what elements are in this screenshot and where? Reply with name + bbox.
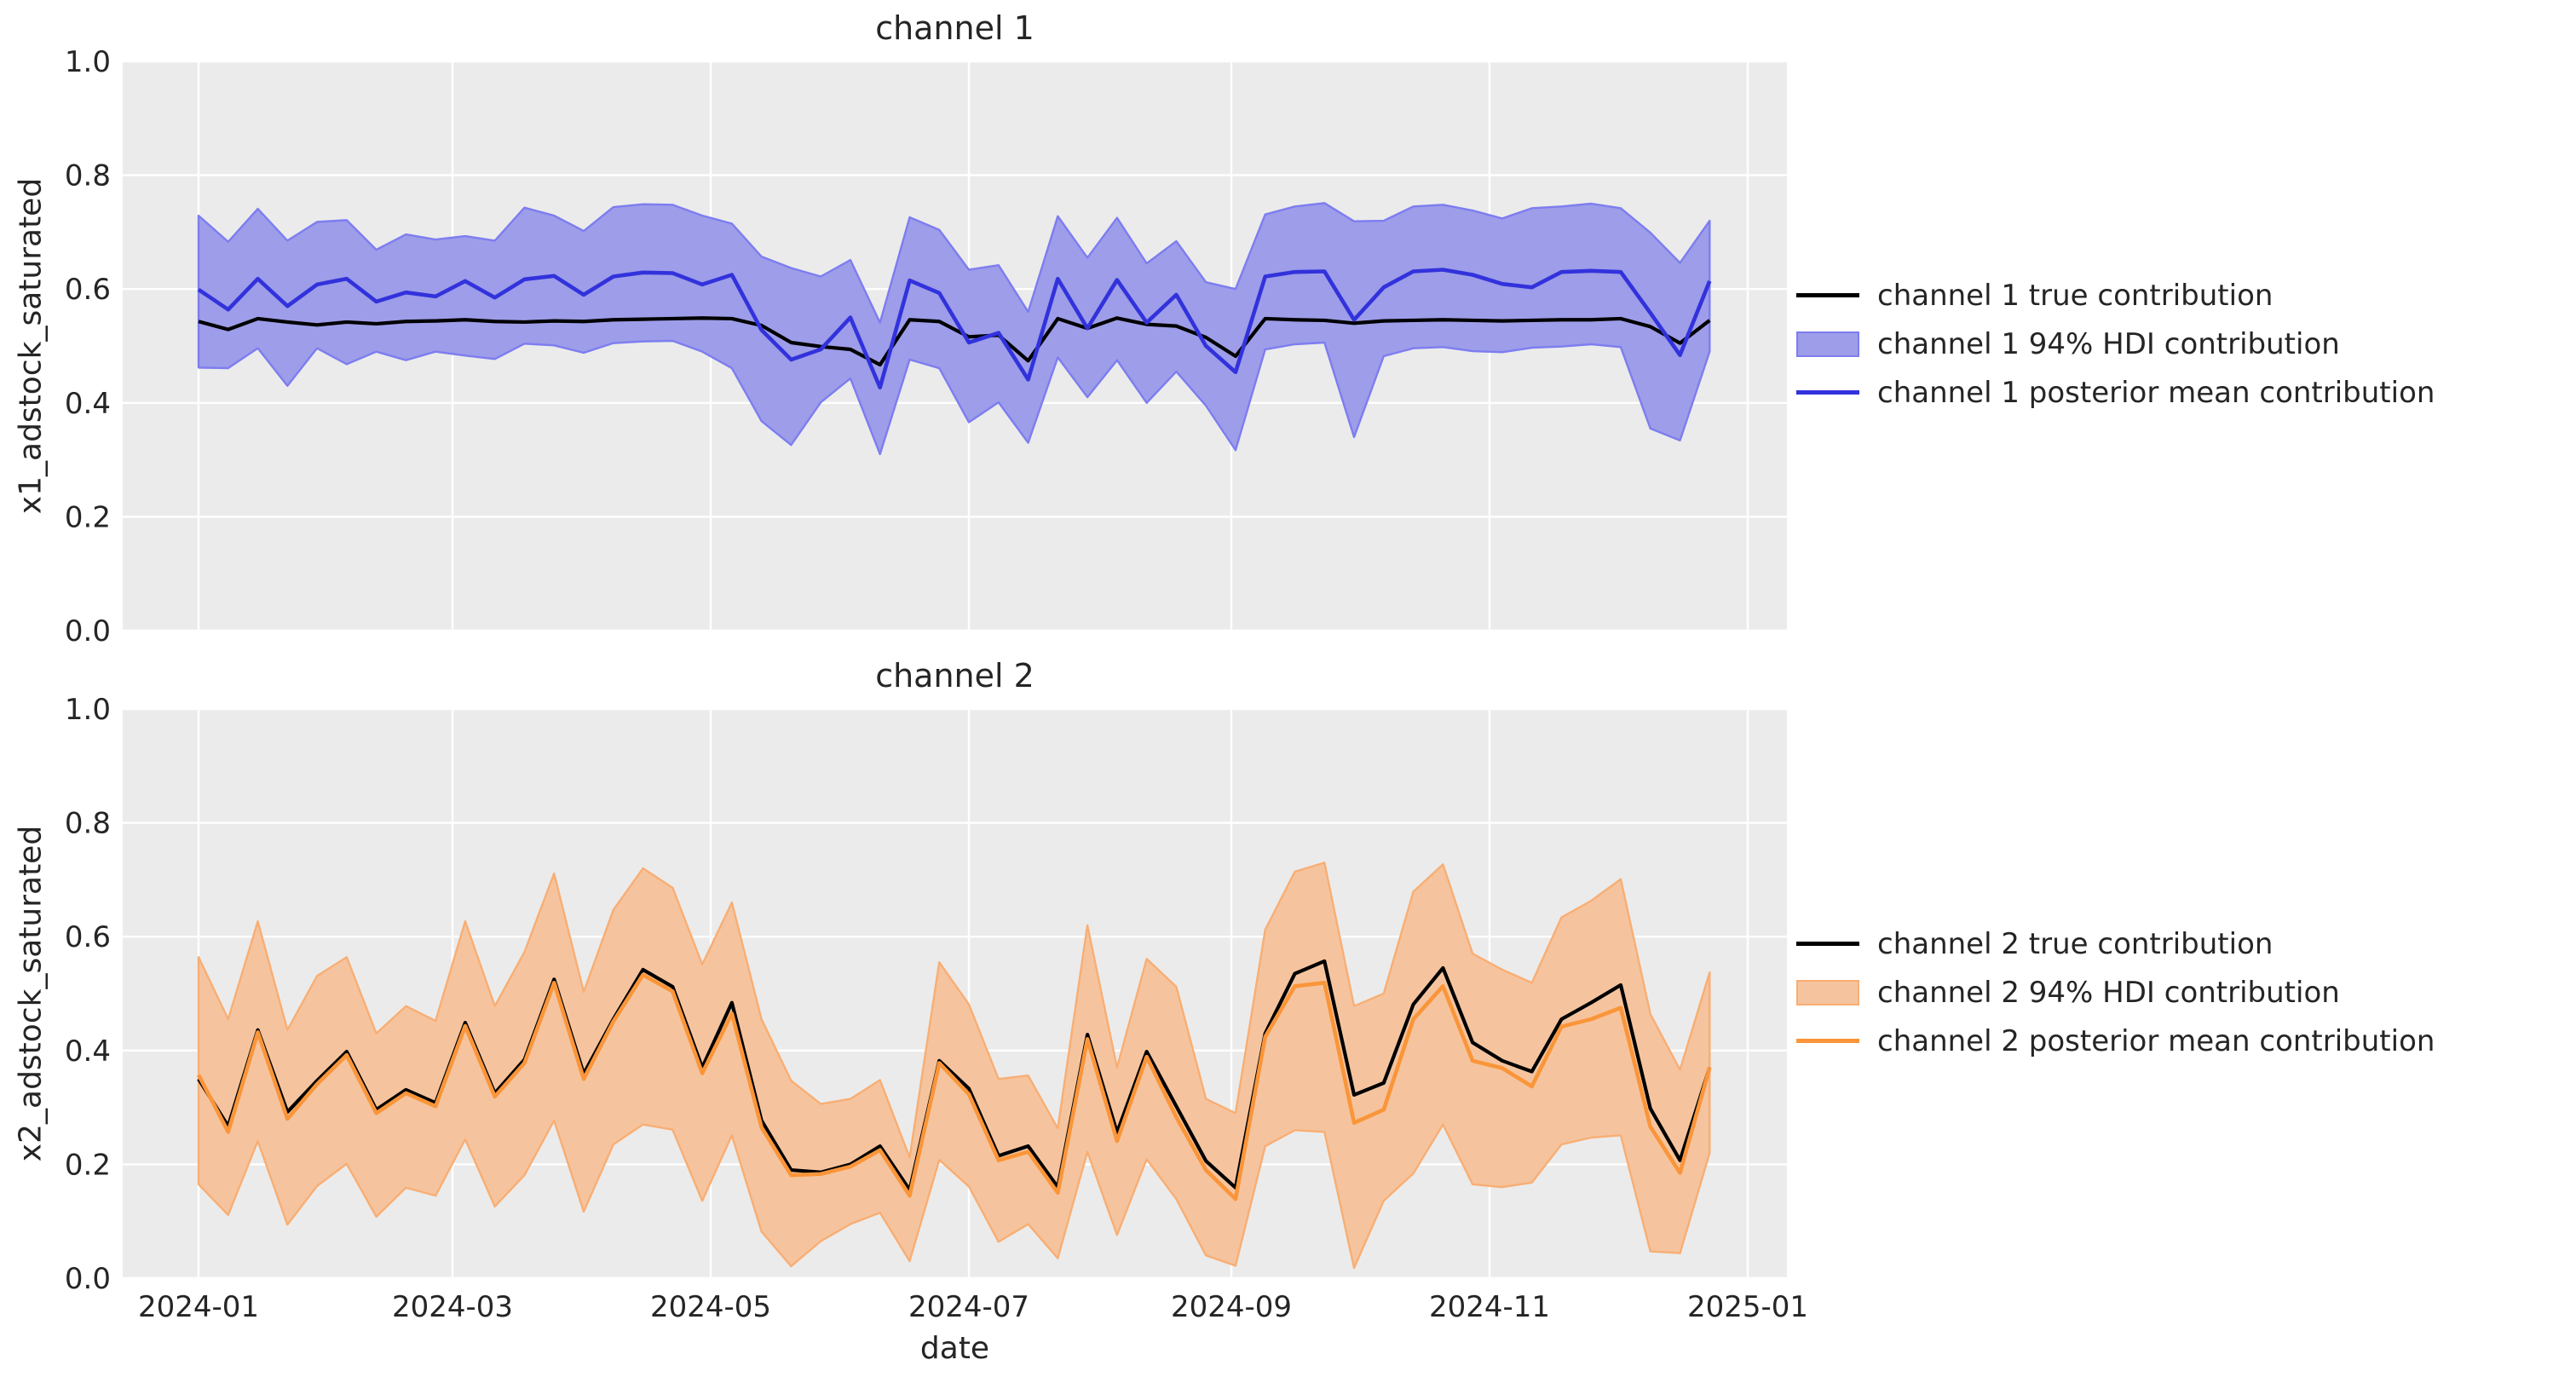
- subplot2-y-axis-label: x2_adstock_saturated: [13, 825, 49, 1162]
- y-tick-label: 0.8: [65, 159, 111, 193]
- true-line-swatch-icon: [1796, 942, 1859, 946]
- y-tick-label: 0.2: [65, 500, 111, 534]
- legend-label: channel 2 posterior mean contribution: [1877, 1023, 2435, 1058]
- y-tick-label: 0.2: [65, 1148, 111, 1182]
- y-tick-label: 0.4: [65, 387, 111, 421]
- subplot1-y-axis-label: x1_adstock_saturated: [13, 177, 49, 515]
- legend-label: channel 1 true contribution: [1877, 278, 2273, 313]
- posterior-mean-line: [196, 972, 1712, 1201]
- x-axis-label: date: [919, 1331, 990, 1366]
- hdi-band-swatch-icon: [1796, 979, 1859, 1006]
- subplot2-title: channel 2: [875, 657, 1034, 694]
- x-tick-label: 2024-09: [1171, 1290, 1292, 1324]
- y-tick-label: 0.0: [65, 1262, 111, 1296]
- legend-item-hdi: channel 2 94% HDI contribution: [1796, 968, 2435, 1017]
- x-tick-label: 2024-07: [908, 1290, 1029, 1324]
- true-line-swatch-icon: [1796, 293, 1859, 297]
- subplot2-legend: channel 2 true contribution channel 2 94…: [1796, 919, 2435, 1065]
- legend-label: channel 1 94% HDI contribution: [1877, 326, 2340, 361]
- x-tick-label: 2025-01: [1687, 1290, 1808, 1324]
- x-tick-label: 2024-05: [650, 1290, 771, 1324]
- legend-item-hdi: channel 1 94% HDI contribution: [1796, 320, 2435, 368]
- x-tick-label: 2024-01: [138, 1290, 259, 1324]
- y-tick-label: 0.4: [65, 1034, 111, 1069]
- y-tick-label: 0.6: [65, 920, 111, 954]
- subplot1-title: channel 1: [875, 9, 1034, 47]
- true-contribution-line: [198, 316, 1711, 367]
- posterior-mean-line-swatch-icon: [1796, 390, 1859, 395]
- hdi-band: [197, 861, 1711, 1270]
- hdi-band-swatch-icon: [1796, 331, 1859, 357]
- subplot-2: 0.0 0.2 0.4 0.6 0.8 1.0 2024-01 2024-03 2024-05 2…: [65, 693, 1808, 1324]
- y-tick-label: 0.8: [65, 807, 111, 841]
- legend-item-posterior-mean: channel 1 posterior mean contribution: [1796, 368, 2435, 417]
- y-tick-label: 0.6: [65, 273, 111, 307]
- x-tick-label: 2024-11: [1429, 1290, 1550, 1324]
- legend-label: channel 2 94% HDI contribution: [1877, 975, 2340, 1010]
- y-tick-label: 1.0: [65, 693, 111, 727]
- legend-item-true: channel 2 true contribution: [1796, 919, 2435, 968]
- subplot-1: 0.0 0.2 0.4 0.6 0.8 1.0: [65, 45, 1787, 648]
- legend-item-posterior-mean: channel 2 posterior mean contribution: [1796, 1017, 2435, 1065]
- posterior-mean-line-swatch-icon: [1796, 1039, 1859, 1043]
- y-tick-label: 0.0: [65, 614, 111, 648]
- legend-label: channel 2 true contribution: [1877, 926, 2273, 961]
- legend-item-true: channel 1 true contribution: [1796, 271, 2435, 320]
- x-tick-label: 2024-03: [392, 1290, 513, 1324]
- y-tick-label: 1.0: [65, 45, 111, 79]
- legend-label: channel 1 posterior mean contribution: [1877, 375, 2435, 410]
- posterior-mean-line: [197, 268, 1712, 390]
- subplot1-legend: channel 1 true contribution channel 1 94…: [1796, 271, 2435, 417]
